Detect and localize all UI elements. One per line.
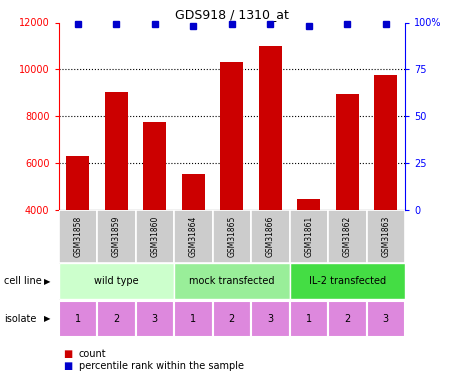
Bar (366, 210, 405, 262)
Bar (58, 263, 174, 299)
Bar (135, 301, 174, 337)
Text: ■: ■ (63, 350, 72, 359)
Bar (251, 301, 289, 337)
Bar (212, 301, 251, 337)
Text: ▶: ▶ (44, 314, 50, 323)
Text: GSM31865: GSM31865 (227, 216, 236, 257)
Text: percentile rank within the sample: percentile rank within the sample (79, 361, 244, 370)
Title: GDS918 / 1310_at: GDS918 / 1310_at (175, 8, 289, 21)
Bar (212, 210, 251, 262)
Bar (220, 62, 243, 210)
Text: GSM31866: GSM31866 (266, 216, 275, 257)
Bar (374, 75, 397, 210)
Text: 1: 1 (306, 314, 312, 324)
Bar (182, 174, 205, 210)
Text: GSM31862: GSM31862 (343, 216, 352, 257)
Text: GSM31863: GSM31863 (381, 216, 390, 257)
Bar (58, 210, 97, 262)
Text: 1: 1 (190, 314, 196, 324)
Bar (143, 122, 166, 210)
Text: 3: 3 (267, 314, 273, 324)
Bar (97, 301, 135, 337)
Bar (58, 301, 97, 337)
Text: 2: 2 (113, 314, 119, 324)
Text: ■: ■ (63, 361, 72, 370)
Text: IL-2 transfected: IL-2 transfected (309, 276, 386, 286)
Text: wild type: wild type (94, 276, 139, 286)
Text: 3: 3 (382, 314, 389, 324)
Bar (174, 301, 212, 337)
Bar (174, 210, 212, 262)
Text: ▶: ▶ (44, 277, 50, 286)
Text: 3: 3 (152, 314, 158, 324)
Bar (66, 156, 89, 210)
Text: GSM31859: GSM31859 (112, 216, 121, 257)
Text: isolate: isolate (4, 314, 37, 324)
Bar (297, 200, 320, 210)
Text: 1: 1 (75, 314, 81, 324)
Text: GSM31861: GSM31861 (304, 216, 313, 257)
Bar (97, 210, 135, 262)
Bar (366, 301, 405, 337)
Bar (289, 301, 328, 337)
Bar (251, 210, 289, 262)
Text: 2: 2 (344, 314, 351, 324)
Bar (336, 94, 359, 210)
Text: mock transfected: mock transfected (189, 276, 274, 286)
Text: count: count (79, 350, 106, 359)
Text: 2: 2 (229, 314, 235, 324)
Bar (135, 210, 174, 262)
Bar (174, 263, 289, 299)
Text: cell line: cell line (4, 276, 42, 286)
Text: GSM31860: GSM31860 (150, 216, 159, 257)
Bar (328, 301, 366, 337)
Bar (289, 210, 328, 262)
Bar (328, 210, 366, 262)
Bar (289, 263, 405, 299)
Bar (259, 46, 282, 210)
Text: GSM31864: GSM31864 (189, 216, 198, 257)
Text: GSM31858: GSM31858 (73, 216, 82, 257)
Bar (105, 92, 128, 210)
